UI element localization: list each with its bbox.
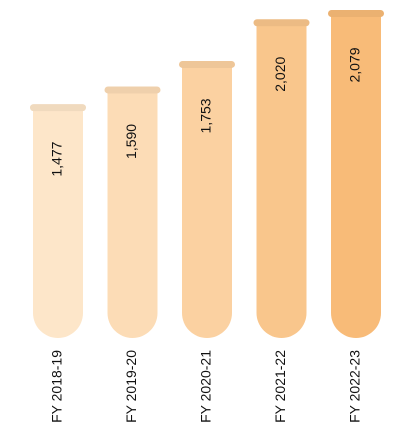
tube-rim: [30, 104, 86, 112]
tube-rim: [328, 10, 384, 17]
x-tick-label: FY 2021-22: [272, 350, 288, 423]
tube: [182, 63, 232, 338]
tube: [33, 107, 83, 338]
tube-rim: [104, 86, 161, 94]
value-label: 1,590: [123, 124, 139, 159]
tube-rim-shade: [328, 10, 384, 17]
x-tick-label: FY 2022-23: [347, 350, 363, 423]
tube: [331, 13, 381, 338]
value-label: 2,020: [272, 56, 288, 91]
tube-rim-shade: [104, 86, 161, 94]
x-tick-label: FY 2019-20: [123, 350, 139, 423]
x-tick-label: FY 2020-21: [198, 350, 214, 423]
tube-rim: [253, 19, 310, 27]
tube: [107, 89, 158, 339]
value-label: 2,079: [347, 47, 363, 82]
tube-rim: [179, 60, 235, 68]
x-tick-label: FY 2018-19: [49, 350, 65, 423]
tube-rim-shade: [253, 19, 310, 27]
value-label: 1,477: [49, 141, 65, 176]
tube: [256, 22, 307, 338]
tube-rim-shade: [179, 60, 235, 68]
value-label: 1,753: [198, 98, 214, 133]
tube-rim-shade: [30, 104, 86, 112]
